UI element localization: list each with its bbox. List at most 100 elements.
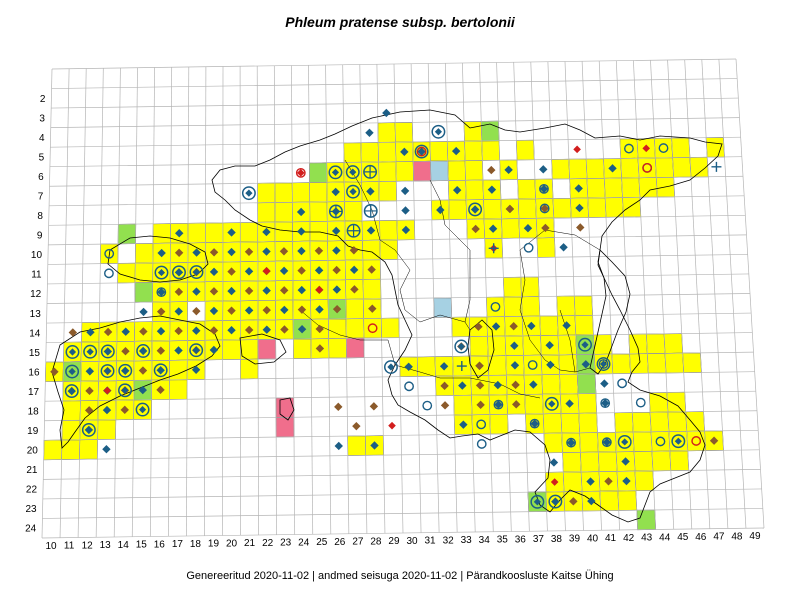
x-axis-label: 22 [262,538,274,549]
brown-diamond-marker [476,400,485,410]
red-diamond-marker [315,286,324,294]
yellow-cell [685,411,705,432]
red-diamond-marker [573,145,581,154]
yellow-cell [633,450,654,472]
brown-diamond-marker [474,322,483,331]
yellow-cell [515,139,535,161]
yellow-cell [362,278,382,300]
blue-diamond-marker [315,305,324,314]
blue-circle-marker [617,378,628,389]
yellow-cell [620,157,640,179]
lake-peipus [589,249,631,375]
blue-diamond-marker [227,286,236,296]
blue-diamond-marker [602,437,612,447]
yellow-cell [637,157,657,179]
brown-diamond-marker [332,304,342,314]
axis-labels-layer: 10 11 12 13 14 15 16 17 18 19 20 21 22 23 24 25 26 27 28 29… [25,94,761,552]
yellow-cell [541,374,561,395]
blue-diamond-marker [491,322,501,331]
yellow-cell [79,439,98,460]
blue-diamond-marker [575,203,584,213]
yellow-cell [464,160,484,181]
yellow-cell [502,276,522,298]
blue-diamond-marker [404,362,413,371]
yellow-cell [587,197,607,218]
blue-circle-diamond-inner [245,189,253,197]
yellow-cell [586,177,606,199]
blue-circle-plus-inner [347,224,360,237]
yellow-cell [562,471,583,493]
blue-circle-marker [523,242,534,253]
grid-line [48,234,747,246]
yellow-cell [169,359,188,381]
yellow-cell [552,197,572,219]
x-axis-label: 39 [569,534,581,545]
red-circle-marker [295,167,306,178]
yellow-cell [453,394,473,416]
blue-circle-diamond-marker [345,165,360,180]
red-circle-marker [642,162,653,173]
blue-circle-plus-inner [364,204,377,217]
blue-diamond-marker [332,246,341,255]
green-cell [117,223,137,245]
blue-circle-marker [655,436,666,447]
yellow-cell [97,419,117,440]
brown-diamond-marker [156,385,165,395]
blue-diamond-marker [227,247,236,257]
brown-diamond-marker [227,267,236,276]
yellow-cell [524,393,544,415]
blue-diamond-marker [102,405,112,415]
grid-line [46,293,751,304]
yellow-cell [240,358,259,380]
yellow-cell [363,317,382,339]
blue-diamond-marker [600,379,609,388]
yellow-cell [577,393,598,414]
blue-diamond-marker [436,205,445,215]
blue-circle-marker [493,399,504,410]
yellow-cell [377,122,396,143]
blue-circle-diamond-marker [81,422,96,437]
brown-diamond-marker [280,286,289,295]
yellow-cell [646,353,667,374]
x-axis-label: 14 [118,540,130,551]
yellow-cell [168,379,188,400]
yellow-cell [309,181,328,203]
brown-diamond-marker [68,328,78,337]
brown-diamond-marker [367,265,376,274]
x-axis-label: 49 [749,531,761,542]
blue-diamond-marker [86,327,95,337]
blue-circle-diamond-inner [68,348,77,356]
grid-line [45,371,755,383]
blue-diamond-marker [600,398,610,408]
lightblue-cell [433,297,453,318]
blue-circle-diamond-marker [83,344,98,359]
brown-diamond-marker [84,406,94,415]
blue-circle-diamond-inner [86,348,94,356]
blue-diamond-marker [192,248,201,257]
yellow-cell [481,140,501,161]
pink-cell [345,337,365,359]
yellow-cell [562,451,582,473]
yellow-cell [517,178,536,200]
brown-diamond-marker [156,346,166,355]
grid-line [49,175,744,187]
blue-circle-marker [527,360,538,370]
brown-diamond-marker [103,327,113,337]
brown-diamond-marker [209,248,219,257]
yellow-cell [542,413,563,434]
blue-circle-diamond-marker [65,345,80,359]
blue-circle-marker [658,143,669,153]
yellow-cell [501,218,520,239]
brown-diamond-marker [244,325,254,335]
blue-circle-diamond-marker [468,202,483,217]
blue-diamond-marker [349,265,359,275]
brown-diamond-marker [349,246,359,255]
blue-circle-marker [104,248,115,259]
red-diamond-marker [388,421,396,430]
grid-line [48,214,746,226]
yellow-cell [222,339,241,360]
blue-diamond-marker [191,365,201,374]
grid-line [44,429,759,441]
blue-circle-diamond-inner [434,128,443,136]
blue-circle-diamond-marker [328,165,343,180]
